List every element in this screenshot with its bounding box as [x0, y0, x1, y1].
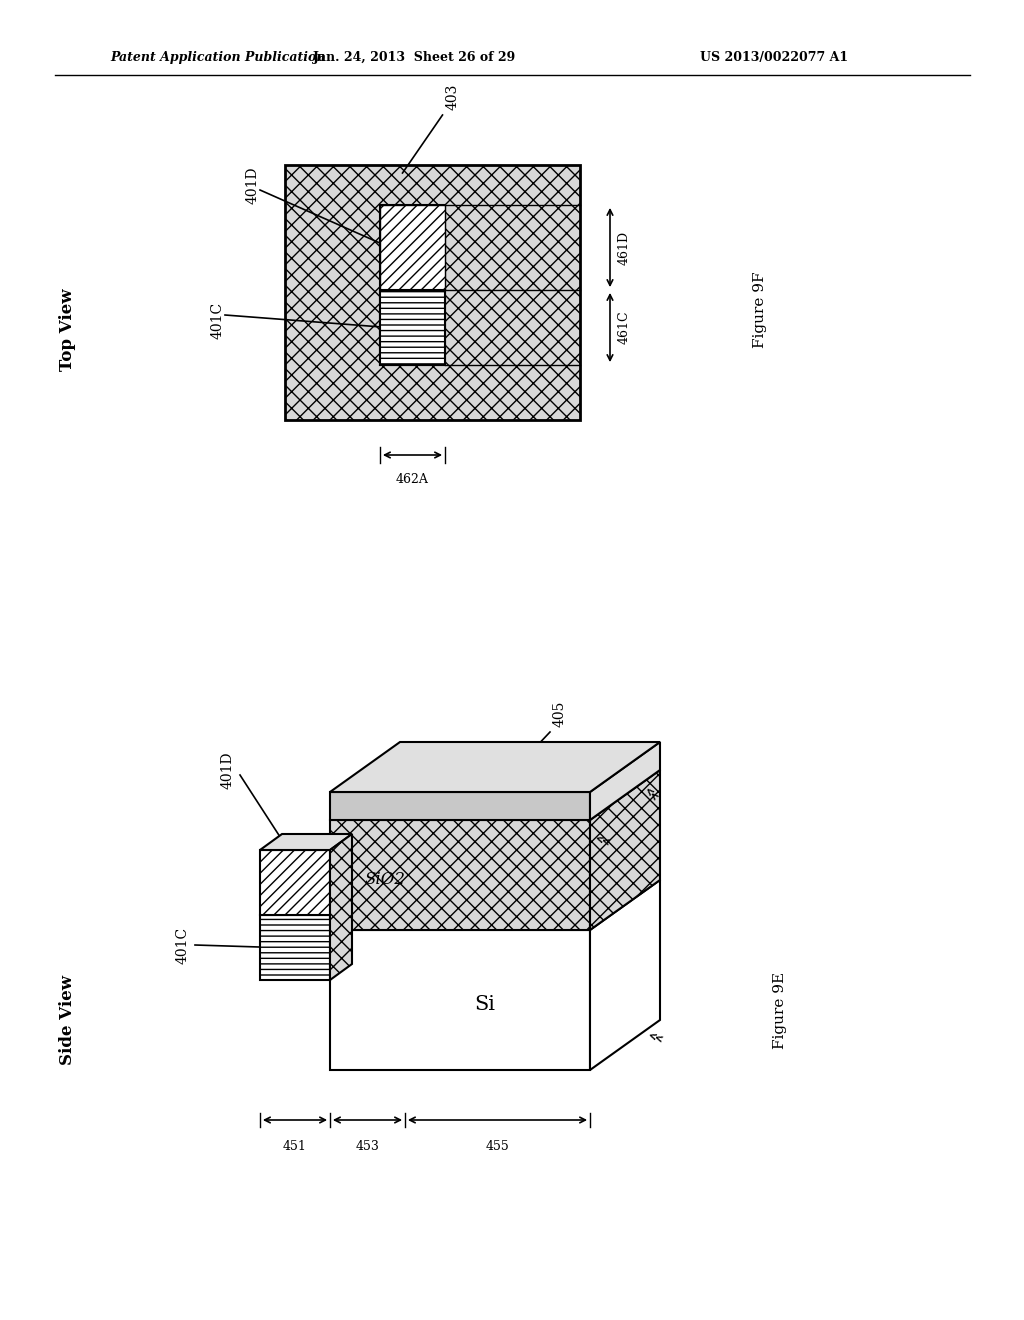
Bar — [380, 205, 445, 366]
Text: 401C: 401C — [211, 301, 225, 338]
Bar — [380, 205, 445, 290]
Bar — [330, 931, 590, 1071]
Text: Figure 9F: Figure 9F — [753, 272, 767, 348]
Polygon shape — [260, 834, 352, 850]
Polygon shape — [590, 880, 660, 1071]
Text: 401D: 401D — [246, 166, 260, 203]
Text: 405: 405 — [553, 701, 567, 727]
Text: US 2013/0022077 A1: US 2013/0022077 A1 — [700, 51, 848, 65]
Bar — [380, 290, 445, 366]
Text: Side View: Side View — [59, 975, 77, 1065]
Polygon shape — [590, 770, 660, 931]
Bar — [330, 820, 590, 931]
Text: >>: >> — [642, 783, 662, 801]
Bar — [260, 915, 330, 979]
Text: >>: >> — [646, 1027, 665, 1044]
Polygon shape — [590, 742, 660, 820]
Text: 401C: 401C — [176, 927, 190, 964]
Text: 401D: 401D — [221, 751, 234, 789]
Text: Si: Si — [474, 995, 496, 1015]
Bar — [285, 165, 580, 420]
Polygon shape — [330, 834, 352, 979]
Text: Figure 9E: Figure 9E — [773, 972, 787, 1048]
Text: SiO2: SiO2 — [365, 871, 406, 888]
Text: 461D: 461D — [618, 231, 631, 264]
Text: Patent Application Publication: Patent Application Publication — [110, 51, 326, 65]
Bar — [330, 792, 590, 820]
Text: Jan. 24, 2013  Sheet 26 of 29: Jan. 24, 2013 Sheet 26 of 29 — [313, 51, 517, 65]
Polygon shape — [330, 742, 660, 792]
Text: Top View: Top View — [59, 289, 77, 371]
Text: 461C: 461C — [618, 310, 631, 345]
Text: 455: 455 — [485, 1140, 509, 1152]
Text: 451: 451 — [283, 1140, 307, 1152]
Bar — [260, 850, 330, 915]
Text: 462A: 462A — [396, 473, 429, 486]
Text: >>: >> — [593, 829, 611, 846]
Text: 453: 453 — [355, 1140, 380, 1152]
Text: 403: 403 — [445, 83, 460, 110]
